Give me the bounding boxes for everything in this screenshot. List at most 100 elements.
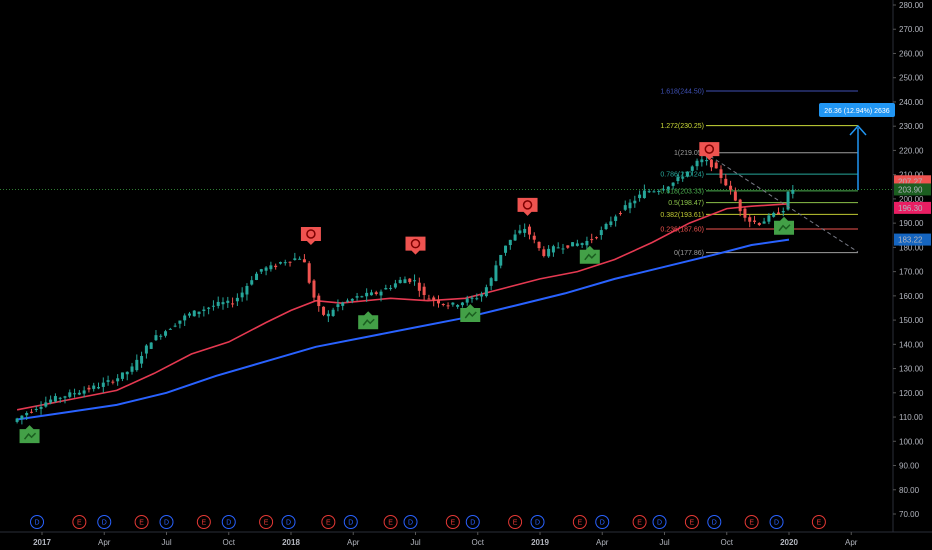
dividend-marker[interactable]: D bbox=[30, 515, 45, 529]
earnings-marker[interactable]: E bbox=[259, 515, 274, 529]
price-label-text: 203.90 bbox=[898, 185, 923, 194]
earnings-marker[interactable]: E bbox=[632, 515, 647, 529]
earnings-marker[interactable]: E bbox=[684, 515, 699, 529]
candle-body bbox=[484, 287, 488, 297]
candle-body bbox=[743, 208, 747, 218]
candle-body bbox=[58, 397, 62, 399]
candle-body bbox=[389, 287, 393, 289]
dividend-marker[interactable]: D bbox=[281, 515, 296, 529]
candle-body bbox=[772, 212, 776, 217]
x-tick-label: 2019 bbox=[531, 538, 549, 547]
dividend-marker[interactable]: D bbox=[652, 515, 667, 529]
dividend-marker[interactable]: D bbox=[769, 515, 784, 529]
y-tick-label: 240.00 bbox=[899, 98, 924, 107]
candle-body bbox=[753, 220, 757, 222]
event-marker-label: D bbox=[535, 520, 540, 527]
chart-drawings[interactable]: 26.36 (12.94%) 2636 bbox=[709, 103, 895, 253]
candle-body bbox=[791, 189, 795, 194]
candle-body bbox=[489, 278, 493, 286]
candle-body bbox=[307, 263, 311, 283]
candle-body bbox=[77, 392, 81, 395]
ma-blue-line bbox=[16, 238, 790, 421]
candle-body bbox=[120, 372, 124, 379]
candle-body bbox=[585, 240, 589, 246]
candle-body bbox=[288, 261, 292, 263]
candle-body bbox=[87, 387, 91, 390]
dividend-marker[interactable]: D bbox=[707, 515, 722, 529]
earnings-marker[interactable]: E bbox=[321, 515, 336, 529]
candle-body bbox=[542, 249, 546, 256]
candle-body bbox=[264, 267, 268, 271]
price-axis[interactable]: 280.00 270.00 260.00 250.00 240.00 230.00 220.… bbox=[893, 1, 924, 519]
bull-icon bbox=[362, 318, 375, 326]
candle-body bbox=[599, 230, 603, 236]
candle-body bbox=[604, 223, 608, 230]
dividend-marker[interactable]: D bbox=[595, 515, 610, 529]
candle-body bbox=[475, 298, 479, 300]
event-marker-label: D bbox=[226, 520, 231, 527]
candle-body bbox=[662, 189, 666, 191]
candle-body bbox=[676, 177, 680, 182]
candle-body bbox=[566, 245, 570, 248]
earnings-marker[interactable]: E bbox=[508, 515, 523, 529]
price-label-text: 183.22 bbox=[898, 236, 923, 245]
candlestick-series bbox=[15, 153, 795, 425]
time-axis[interactable]: 2017 Apr Jul Oct 2018 Apr Jul Oct 2019 Apr Jul Oct 2… bbox=[33, 532, 858, 547]
dividend-marker[interactable]: D bbox=[403, 515, 418, 529]
earnings-marker[interactable]: E bbox=[572, 515, 587, 529]
dividend-marker[interactable]: D bbox=[465, 515, 480, 529]
y-tick-label: 270.00 bbox=[899, 25, 924, 34]
candle-body bbox=[451, 302, 455, 305]
candle-body bbox=[460, 302, 464, 306]
candle-body bbox=[537, 241, 541, 249]
candle-body bbox=[82, 390, 86, 394]
earnings-marker[interactable]: E bbox=[134, 515, 149, 529]
earnings-marker[interactable]: E bbox=[196, 515, 211, 529]
dividend-marker[interactable]: D bbox=[221, 515, 236, 529]
earnings-marker[interactable]: E bbox=[445, 515, 460, 529]
fib-level-label: 0.5(198.47) bbox=[668, 200, 704, 207]
candle-body bbox=[733, 191, 737, 201]
candle-body bbox=[346, 300, 350, 302]
dividend-marker[interactable]: D bbox=[97, 515, 112, 529]
candle-body bbox=[384, 288, 388, 290]
event-marker-label: D bbox=[774, 520, 779, 527]
dividend-marker[interactable]: D bbox=[159, 515, 174, 529]
dividend-marker[interactable]: D bbox=[530, 515, 545, 529]
earnings-marker[interactable]: E bbox=[72, 515, 87, 529]
candle-body bbox=[29, 411, 33, 413]
earnings-marker[interactable]: E bbox=[383, 515, 398, 529]
candle-body bbox=[369, 292, 373, 296]
candle-body bbox=[580, 243, 584, 245]
candle-body bbox=[97, 387, 101, 389]
candle-body bbox=[274, 265, 278, 268]
x-tick-label: Jul bbox=[659, 538, 669, 547]
event-marker-ring bbox=[403, 515, 418, 529]
candle-body bbox=[748, 217, 752, 222]
candle-body bbox=[628, 202, 632, 209]
y-tick-label: 280.00 bbox=[899, 1, 924, 10]
x-tick-label: Apr bbox=[347, 538, 360, 547]
event-marker-label: E bbox=[690, 520, 695, 527]
x-tick-label: Jul bbox=[161, 538, 171, 547]
candle-body bbox=[408, 278, 412, 283]
x-tick-label: 2020 bbox=[780, 538, 798, 547]
candle-body bbox=[695, 160, 699, 167]
candle-body bbox=[39, 406, 43, 409]
candle-body bbox=[705, 160, 709, 162]
trend-line bbox=[709, 155, 859, 253]
earnings-marker[interactable]: E bbox=[744, 515, 759, 529]
candle-body bbox=[365, 292, 369, 297]
y-tick-label: 120.00 bbox=[899, 389, 924, 398]
bear-icon bbox=[410, 238, 421, 249]
candle-body bbox=[657, 190, 661, 192]
moving-averages bbox=[16, 203, 790, 421]
earnings-marker[interactable]: E bbox=[811, 515, 826, 529]
event-marker-label: E bbox=[139, 520, 144, 527]
dividend-marker[interactable]: D bbox=[343, 515, 358, 529]
candle-body bbox=[25, 413, 29, 416]
candle-body bbox=[331, 309, 335, 316]
